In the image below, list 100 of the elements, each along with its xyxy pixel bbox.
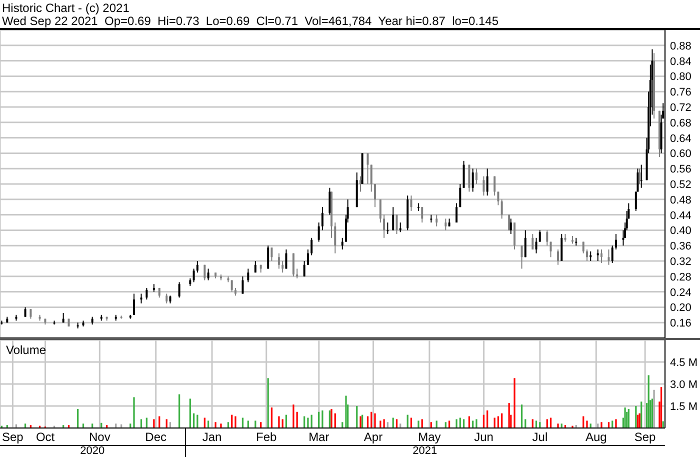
- candlestick: [196, 260, 198, 274]
- candlestick: [396, 214, 398, 235]
- candlestick: [328, 187, 331, 216]
- y-tick-label: 0.52: [670, 179, 692, 191]
- candlestick: [514, 222, 516, 250]
- chart-title: Volume: [6, 343, 46, 357]
- candlestick: [392, 206, 394, 231]
- candlestick: [638, 168, 641, 184]
- y-tick-label: 0.60: [670, 148, 692, 160]
- candlestick: [546, 230, 548, 246]
- candlestick: [366, 152, 369, 184]
- candlestick: [242, 276, 244, 294]
- candlestick: [532, 234, 534, 250]
- y-tick-label: 0.28: [670, 271, 692, 284]
- candlestick: [285, 248, 288, 270]
- candlestick: [560, 234, 563, 262]
- candlestick: [475, 168, 478, 184]
- x-tick-label: Mar: [308, 430, 330, 444]
- candlestick: [192, 268, 195, 283]
- x-tick-label: Dec: [145, 430, 167, 444]
- y-tick-label: 0.72: [670, 102, 692, 114]
- x-tick-label: Apr: [364, 430, 383, 444]
- candlestick: [622, 230, 624, 246]
- x-tick-label: Jun: [474, 430, 494, 444]
- x-tick-label: Nov: [88, 430, 110, 444]
- candlestick: [535, 237, 538, 254]
- candlestick: [24, 306, 26, 318]
- candlestick: [436, 214, 438, 227]
- y-tick-label: 1.5 M: [670, 401, 698, 413]
- candlestick: [296, 268, 298, 279]
- y-tick-label: 0.84: [670, 56, 692, 68]
- y-tick-label: 0.56: [670, 164, 692, 176]
- candlestick: [608, 248, 610, 266]
- candlestick: [370, 164, 372, 192]
- candlestick: [146, 287, 148, 300]
- text: 2021: [412, 445, 438, 457]
- candlestick: [468, 164, 470, 192]
- candlestick: [132, 293, 135, 316]
- candlestick: [482, 176, 485, 196]
- candlestick: [538, 230, 541, 242]
- candlestick: [267, 245, 270, 270]
- y-tick-label: 0.80: [670, 71, 692, 84]
- candlestick: [640, 164, 642, 188]
- candlestick: [270, 247, 273, 262]
- x-tick-label: Sep: [2, 430, 24, 444]
- candlestick: [292, 252, 294, 277]
- y-tick-label: 0.44: [670, 210, 692, 222]
- candlestick: [486, 168, 488, 196]
- candlestick: [178, 282, 180, 298]
- candlestick: [383, 214, 386, 238]
- candlestick: [318, 222, 320, 242]
- x-tick-label: Jul: [532, 430, 548, 444]
- x-tick-label: Sep: [634, 430, 656, 444]
- candlestick: [303, 260, 306, 277]
- x-tick-label: Jan: [202, 430, 222, 444]
- candlestick: [524, 230, 526, 258]
- candlestick: [444, 218, 447, 231]
- candlestick: [462, 160, 465, 188]
- candlestick: [374, 184, 376, 208]
- x-tick-label: Oct: [36, 430, 56, 444]
- candlestick: [204, 264, 206, 281]
- candlestick: [590, 250, 592, 262]
- candlestick: [341, 237, 344, 250]
- candlestick: [379, 198, 382, 223]
- chart-subtitle: Wed Sep 22 2021 Op=0.69 Hi=0.73 Lo=0.69 Cl=0.71 Vol=461,784 Year hi=0.87 lo=0.145: [2, 14, 499, 28]
- candlestick: [494, 176, 496, 196]
- candlestick: [497, 191, 500, 206]
- y-tick-label: 3.0 M: [670, 379, 698, 391]
- x-tick-label: Feb: [256, 430, 278, 444]
- y-tick-label: 0.64: [670, 132, 692, 145]
- candlestick: [140, 293, 142, 304]
- chart-title: Historic Chart - (c) 2021: [2, 1, 130, 15]
- x-tick-label: Aug: [585, 430, 607, 444]
- candlestick: [600, 248, 602, 264]
- candlestick: [282, 260, 284, 274]
- candlestick: [472, 168, 474, 192]
- candlestick: [247, 268, 250, 283]
- candlestick: [611, 245, 614, 264]
- y-tick-label: 0.20: [670, 302, 692, 314]
- candlestick: [166, 293, 168, 304]
- candlestick: [207, 268, 210, 281]
- x-tick-label: May: [418, 430, 441, 444]
- candlestick: [321, 206, 324, 231]
- candlestick: [500, 198, 503, 220]
- candlestick: [586, 248, 588, 262]
- candlestick: [456, 202, 458, 223]
- y-tick-label: 0.48: [670, 194, 692, 206]
- candlestick: [520, 245, 523, 270]
- y-tick-label: 0.40: [670, 225, 692, 238]
- y-tick-label: 0.68: [670, 117, 692, 130]
- y-tick-label: 0.76: [670, 86, 692, 99]
- candlestick: [386, 222, 389, 235]
- y-tick-label: 0.16: [670, 318, 692, 330]
- candlestick: [557, 248, 559, 266]
- candlestick: [278, 252, 280, 270]
- y-tick-label: 4.5 M: [670, 357, 698, 369]
- candlestick: [510, 218, 512, 235]
- y-tick-label: 0.24: [670, 286, 692, 299]
- y-tick-label: 0.88: [670, 40, 692, 52]
- candlestick: [550, 241, 552, 258]
